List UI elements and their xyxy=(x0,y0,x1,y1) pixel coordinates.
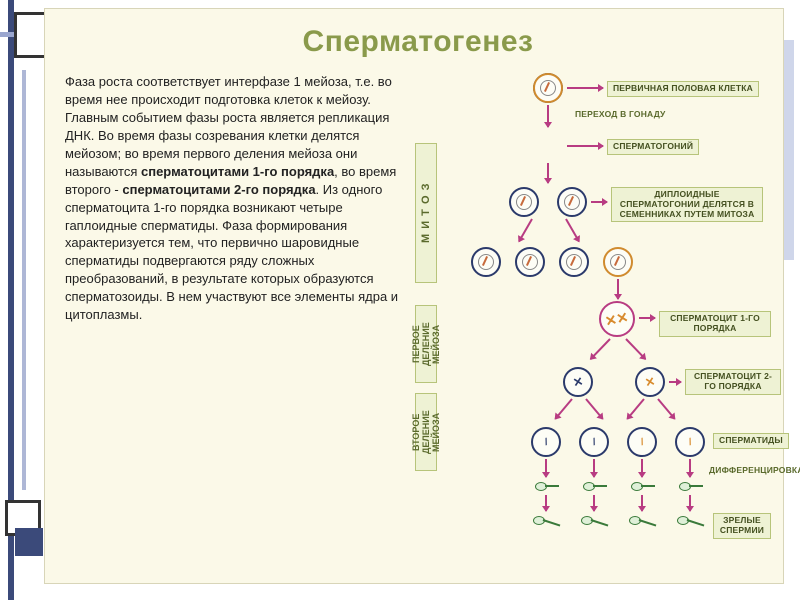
chromatid-icon: / xyxy=(639,436,644,447)
cell-spermatocyte-2a: ✕ xyxy=(563,367,593,397)
arrow-label-3 xyxy=(591,201,607,203)
arrow-label-5 xyxy=(669,381,681,383)
frame-bar-left-light xyxy=(22,70,26,490)
phase-label-meiosis2: ВТОРОЕ ДЕЛЕНИЕ МЕЙОЗА xyxy=(415,393,437,471)
sperm-early-1 xyxy=(535,481,557,491)
cell-spermatid-3: / xyxy=(627,427,657,457)
arrow-sc2-r1 xyxy=(585,398,603,419)
spermatogenesis-diagram: М И Т О З ПЕРВОЕ ДЕЛЕНИЕ МЕЙОЗА ВТОРОЕ Д… xyxy=(413,73,771,563)
sperm-mature-1 xyxy=(533,515,555,525)
sperm-early-2 xyxy=(583,481,605,491)
arrow-d-s3 xyxy=(641,459,643,477)
arrow-d-s2 xyxy=(593,459,595,477)
caption-diploid: ДИПЛОИДНЫЕ СПЕРМАТОГОНИИ ДЕЛЯТСЯ В СЕМЕН… xyxy=(611,187,763,222)
nucleus-icon xyxy=(516,194,532,210)
arrow-d-m4 xyxy=(689,495,691,511)
sperm-mature-4 xyxy=(677,515,699,525)
body-text: Фаза роста соответствует интерфазе 1 мей… xyxy=(65,73,403,563)
arrow-sc1-l xyxy=(590,338,611,360)
arrow-split-l xyxy=(518,219,533,243)
chromosome-icon: ✕ xyxy=(572,374,585,390)
arrow-d-m3 xyxy=(641,495,643,511)
cell-spermatogonium-1 xyxy=(533,73,563,103)
arrow-sc2-l1 xyxy=(555,398,573,419)
slide-content: Фаза роста соответствует интерфазе 1 мей… xyxy=(65,73,771,563)
phase-label-meiosis1: ПЕРВОЕ ДЕЛЕНИЕ МЕЙОЗА xyxy=(415,305,437,383)
paragraph: Фаза роста соответствует интерфазе 1 мей… xyxy=(65,74,398,322)
caption-spermatocyte-1: СПЕРМАТОЦИТ 1-ГО ПОРЯДКА xyxy=(659,311,771,337)
phase-label-mitosis: М И Т О З xyxy=(415,143,437,283)
nucleus-icon xyxy=(564,194,580,210)
nucleus-icon xyxy=(522,254,538,270)
cell-spermatid-2: / xyxy=(579,427,609,457)
cell-mitosis-b xyxy=(557,187,587,217)
frame-square-bl-fill xyxy=(15,528,43,556)
arrow-label-4 xyxy=(639,317,655,319)
arrow-label-1 xyxy=(567,87,603,89)
frame-bar-right xyxy=(784,40,794,260)
cell-spermatid-4: / xyxy=(675,427,705,457)
arrow-down-3 xyxy=(617,279,619,299)
caption-mature: ЗРЕЛЫЕ СПЕРМИИ xyxy=(713,513,771,539)
sperm-early-4 xyxy=(679,481,701,491)
sperm-early-3 xyxy=(631,481,653,491)
chromatid-icon: / xyxy=(687,436,692,447)
cell-spermatocyte-1: ✕✕ xyxy=(599,301,635,337)
arrow-label-2 xyxy=(567,145,603,147)
cell-spermatid-1: / xyxy=(531,427,561,457)
arrow-down-2 xyxy=(547,163,549,183)
arrow-sc2-r2 xyxy=(657,398,675,419)
nucleus-icon xyxy=(610,254,626,270)
caption-gonad: ПЕРЕХОД В ГОНАДУ xyxy=(575,109,666,119)
arrow-d-s4 xyxy=(689,459,691,477)
cell-mitosis-a xyxy=(509,187,539,217)
slide: Сперматогенез Фаза роста соответствует и… xyxy=(44,8,784,584)
chromatid-icon: / xyxy=(543,436,548,447)
cell-sg-4 xyxy=(603,247,633,277)
arrow-sc1-r xyxy=(625,338,646,360)
arrow-split-r xyxy=(565,219,580,243)
caption-primary-germ: ПЕРВИЧНАЯ ПОЛОВАЯ КЛЕТКА xyxy=(607,81,759,97)
arrow-down-1 xyxy=(547,105,549,127)
arrow-d-m1 xyxy=(545,495,547,511)
nucleus-icon xyxy=(540,80,556,96)
cell-sg-3 xyxy=(559,247,589,277)
arrow-d-m2 xyxy=(593,495,595,511)
chromosome-icon: ✕ xyxy=(644,374,657,390)
nucleus-icon xyxy=(478,254,494,270)
arrow-d-s1 xyxy=(545,459,547,477)
cell-spermatocyte-2b: ✕ xyxy=(635,367,665,397)
sperm-mature-3 xyxy=(629,515,651,525)
arrow-sc2-l2 xyxy=(627,398,645,419)
caption-spermatocyte-2: СПЕРМАТОЦИТ 2-ГО ПОРЯДКА xyxy=(685,369,781,395)
caption-spermatids: СПЕРМАТИДЫ xyxy=(713,433,789,449)
chromosome-pair-icon: ✕✕ xyxy=(604,308,630,330)
slide-title: Сперматогенез xyxy=(65,25,771,59)
caption-spermatogonium: СПЕРМАТОГОНИЙ xyxy=(607,139,699,155)
cell-sg-2 xyxy=(515,247,545,277)
cell-sg-1 xyxy=(471,247,501,277)
nucleus-icon xyxy=(566,254,582,270)
chromatid-icon: / xyxy=(591,436,596,447)
caption-diff: ДИФФЕРЕНЦИРОВКА xyxy=(709,465,800,475)
sperm-mature-2 xyxy=(581,515,603,525)
